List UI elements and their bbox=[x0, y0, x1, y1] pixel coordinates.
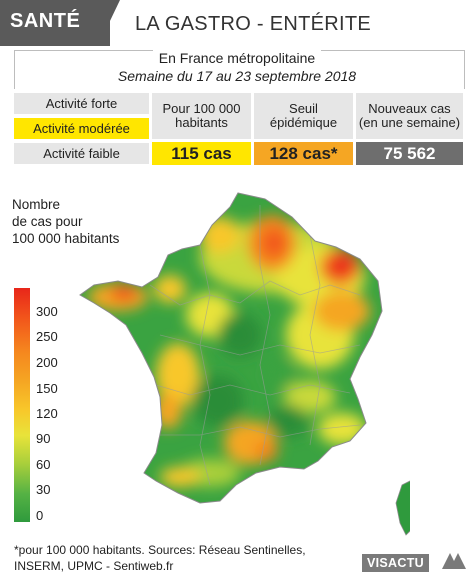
subtitle-week: Semaine du 17 au 23 septembre 2018 bbox=[117, 68, 357, 84]
subtitle-region: En France métropolitaine bbox=[0, 50, 474, 66]
color-scale-bar bbox=[14, 288, 30, 522]
source-note: *pour 100 000 habitants. Sources: Réseau… bbox=[14, 543, 306, 573]
stat-value-per-100k: 115 cas bbox=[152, 142, 251, 165]
stat-header-per-100k: Pour 100 000 habitants bbox=[152, 93, 251, 139]
france-heatmap bbox=[79, 192, 410, 536]
visactu-mark-icon bbox=[442, 553, 466, 569]
scale-tick-30: 30 bbox=[36, 482, 51, 497]
corsica-island bbox=[395, 480, 410, 536]
level-strong: Activité forte bbox=[14, 93, 149, 114]
scale-tick-300: 300 bbox=[36, 304, 58, 319]
category-label: SANTÉ bbox=[10, 10, 81, 32]
stat-value-threshold: 128 cas* bbox=[254, 142, 353, 165]
level-low: Activité faible bbox=[14, 143, 149, 164]
scale-tick-60: 60 bbox=[36, 457, 51, 472]
stat-value-new-cases: 75 562 bbox=[356, 142, 463, 165]
scale-tick-250: 250 bbox=[36, 329, 58, 344]
page-title: LA GASTRO - ENTÉRITE bbox=[135, 13, 372, 35]
banner-notch bbox=[98, 0, 120, 46]
scale-tick-0: 0 bbox=[36, 508, 44, 523]
scale-tick-150: 150 bbox=[36, 381, 58, 396]
level-moderate: Activité modérée bbox=[14, 118, 149, 139]
scale-tick-90: 90 bbox=[36, 431, 51, 446]
scale-tick-120: 120 bbox=[36, 406, 58, 421]
stat-header-threshold: Seuil épidémique bbox=[254, 93, 353, 139]
visactu-logo: VISACTU bbox=[362, 554, 429, 572]
scale-tick-200: 200 bbox=[36, 355, 58, 370]
category-banner: SANTÉ bbox=[0, 0, 110, 46]
scale-title: Nombre de cas pour 100 000 habitants bbox=[12, 197, 120, 246]
stat-header-new-cases: Nouveaux cas (en une semaine) bbox=[356, 93, 463, 139]
